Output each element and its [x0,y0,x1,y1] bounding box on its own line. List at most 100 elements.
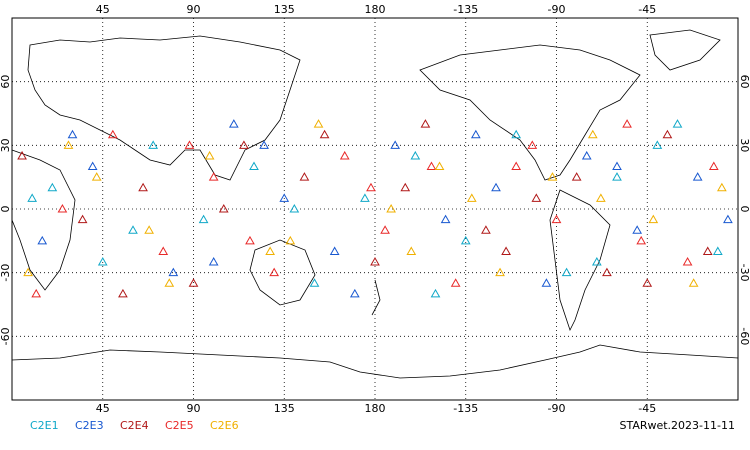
point [602,267,612,277]
point [561,267,572,277]
point [299,172,310,181]
points [17,119,733,298]
point [77,214,88,224]
point [128,225,138,234]
point [531,193,542,202]
point [440,214,451,224]
y-tick-label: 30 [738,138,750,152]
y-tick-label: 0 [738,206,750,213]
x-tick-label: -90 [548,402,566,415]
point [259,140,269,149]
point [551,214,562,224]
annotation: STARwet.2023-11-11 [619,419,735,432]
point [495,267,505,277]
point [400,182,411,192]
point [541,278,552,287]
point [31,288,42,298]
x-tick-label: -135 [453,3,478,16]
point [138,182,148,192]
point [652,140,663,149]
point [87,161,98,171]
point [642,278,653,287]
point [97,257,108,266]
x-tick-label: -45 [638,402,656,415]
point [239,140,249,149]
point [67,129,78,139]
point [319,129,330,139]
point [527,140,538,149]
point [184,140,195,149]
point [712,246,723,255]
x-tick-label: 45 [96,402,110,415]
x-tick-label: -90 [548,3,566,16]
point [329,246,340,255]
point [309,278,320,287]
point [708,161,719,171]
point [27,193,38,202]
point [481,225,491,234]
point [360,193,370,202]
point [208,172,219,181]
point [204,150,215,160]
point [622,119,632,128]
point [47,182,58,192]
point [339,150,350,160]
point [228,119,239,128]
point [682,257,693,266]
point [63,140,74,149]
point [380,225,390,234]
legend-entry: C2E6 [210,419,239,432]
y-tick-label: -30 [0,264,12,282]
point [672,119,683,128]
x-tick-label: -45 [638,3,656,16]
x-tick-label: 45 [96,3,110,16]
legend-entry: C2E3 [75,419,104,432]
point [148,140,159,149]
y-tick-label: 60 [738,75,750,89]
legend: C2E1 C2E3 C2E4 C2E5 C2E6 [30,419,239,432]
point [632,225,643,234]
point [91,172,102,181]
point [17,150,27,160]
point [717,182,727,192]
y-tick-label: 0 [0,206,12,213]
point [460,235,471,245]
x-tick-label: 180 [365,3,386,16]
x-tick-label: 180 [365,402,386,415]
point [23,267,33,277]
point [426,161,437,171]
point [245,235,255,245]
point [571,172,582,181]
point [218,203,229,213]
y-tick-label: -60 [0,327,12,345]
point [723,214,733,224]
point [501,246,511,255]
point [249,161,259,171]
point [158,246,169,255]
point [612,172,622,181]
x-tick-label: 135 [274,3,295,16]
point [366,182,376,192]
point [349,288,360,298]
x-tick-label: -135 [453,402,478,415]
y-tick-label: 30 [0,138,12,152]
point [420,119,431,128]
point [450,278,461,287]
grid: 45 45 90 90 135 135 180 180 -135 -135 -90 -90 -45 -45… [0,3,750,415]
coastlines [11,29,739,379]
x-tick-label: 90 [187,3,201,16]
point [612,161,622,171]
point [164,278,175,287]
y-tick-label: 60 [0,75,12,89]
point [390,140,401,149]
legend-entry: C2E1 [30,419,59,432]
point [285,235,296,245]
point [702,246,713,255]
point [370,257,380,266]
point [688,278,699,287]
y-tick-label: -60 [738,327,750,345]
point [434,161,445,171]
point [188,278,199,287]
legend-entry: C2E5 [165,419,194,432]
point [662,129,673,139]
